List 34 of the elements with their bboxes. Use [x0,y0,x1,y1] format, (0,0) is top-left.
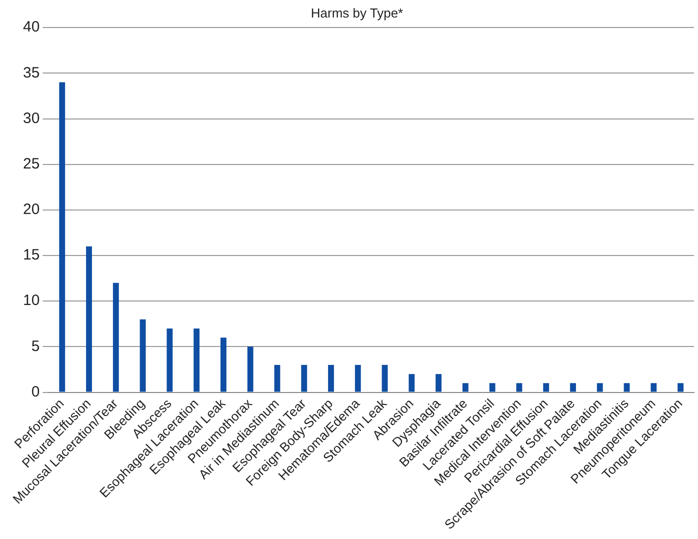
bar [354,364,361,392]
y-tick-label: 15 [22,246,40,264]
bar [194,328,200,392]
bar [382,364,388,392]
y-tick-label: 0 [31,383,40,400]
bar [678,383,684,392]
bar [301,364,308,392]
bar [596,383,603,392]
bar [650,383,657,392]
y-tick-label: 35 [22,64,40,82]
bar [570,383,576,392]
bar [543,383,550,392]
chart-title: Harms by Type* [310,5,404,20]
bar [220,338,226,392]
bar [274,364,280,392]
bar [86,246,92,392]
bar [59,82,66,392]
y-tick-label: 40 [22,18,40,36]
bar [408,374,415,392]
bar [166,328,173,392]
bar [436,374,442,392]
y-tick-label: 5 [31,338,40,355]
y-tick-label: 20 [22,201,40,218]
bar [140,319,146,392]
bar [112,282,119,392]
bar [462,383,468,392]
bar [516,383,522,392]
y-tick-label: 10 [22,292,40,310]
bar [624,383,630,392]
y-tick-label: 25 [22,155,40,172]
bar [247,346,254,392]
y-tick-label: 30 [22,110,40,127]
bar [489,383,496,392]
bar [328,364,334,392]
